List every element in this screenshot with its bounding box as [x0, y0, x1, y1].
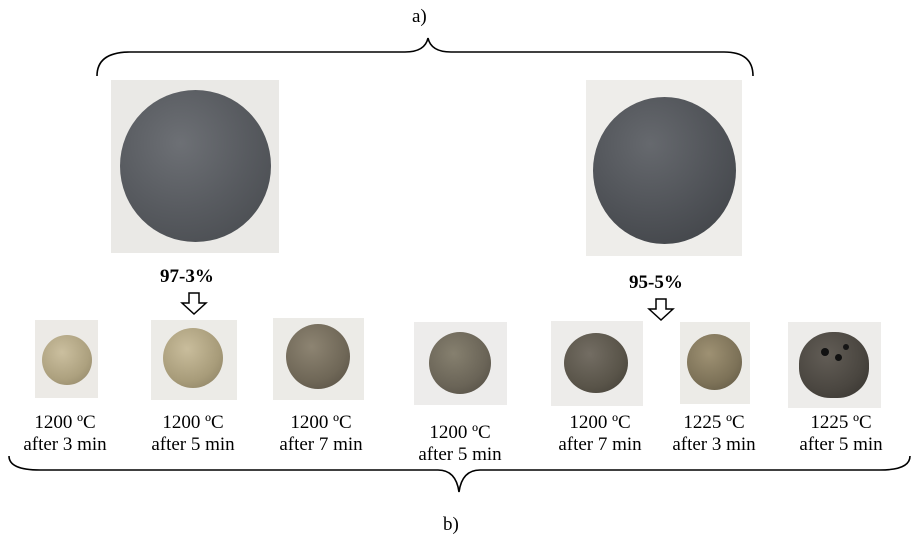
sample-photo	[788, 322, 881, 408]
sample-photo	[680, 322, 750, 404]
pore	[843, 344, 849, 350]
sample-caption: 1225 ºC after 5 min	[786, 412, 896, 456]
sample-sphere	[564, 333, 628, 393]
sample-photo	[273, 318, 364, 400]
label-a: a)	[412, 6, 427, 27]
caption-time: after 5 min	[418, 444, 502, 465]
composition-label-left: 97-3%	[160, 266, 214, 287]
composition-label-right: 95-5%	[629, 272, 683, 293]
caption-temp: 1200 ºC	[569, 412, 631, 433]
large-sphere	[120, 90, 271, 242]
sample-caption: 1200 ºC after 5 min	[138, 412, 248, 456]
sample-caption: 1200 ºC after 7 min	[266, 412, 376, 456]
caption-time: after 7 min	[558, 434, 642, 455]
sample-sphere	[42, 335, 92, 385]
sample-sphere	[429, 332, 491, 394]
caption-time: after 3 min	[672, 434, 756, 455]
caption-temp: 1225 ºC	[683, 412, 745, 433]
pore	[835, 354, 842, 361]
caption-temp: 1225 ºC	[810, 412, 872, 433]
caption-time: after 5 min	[799, 434, 883, 455]
caption-temp: 1200 ºC	[162, 412, 224, 433]
sample-photo	[151, 320, 237, 400]
large-sphere-photo-right	[586, 80, 742, 256]
sample-caption: 1200 ºC after 3 min	[10, 412, 120, 456]
top-brace	[96, 37, 754, 77]
caption-time: after 3 min	[23, 434, 107, 455]
down-arrow-icon	[180, 292, 208, 316]
sample-caption: 1225 ºC after 3 min	[659, 412, 769, 456]
sample-photo	[35, 320, 98, 398]
sample-caption: 1200 ºC after 5 min	[405, 422, 515, 466]
sample-photo	[414, 322, 507, 405]
caption-time: after 7 min	[279, 434, 363, 455]
sample-sphere	[799, 332, 869, 398]
pore	[821, 348, 829, 356]
sample-caption: 1200 ºC after 7 min	[545, 412, 655, 456]
bottom-brace	[8, 455, 911, 493]
sample-sphere	[163, 328, 223, 388]
label-b: b)	[443, 514, 459, 535]
large-sphere-photo-left	[111, 80, 279, 253]
caption-time: after 5 min	[151, 434, 235, 455]
sample-sphere	[687, 334, 742, 390]
caption-temp: 1200 ºC	[34, 412, 96, 433]
down-arrow-icon	[647, 298, 675, 322]
caption-temp: 1200 ºC	[290, 412, 352, 433]
sample-sphere	[286, 324, 350, 389]
large-sphere	[593, 97, 736, 244]
caption-temp: 1200 ºC	[429, 422, 491, 443]
sample-photo	[551, 321, 643, 406]
